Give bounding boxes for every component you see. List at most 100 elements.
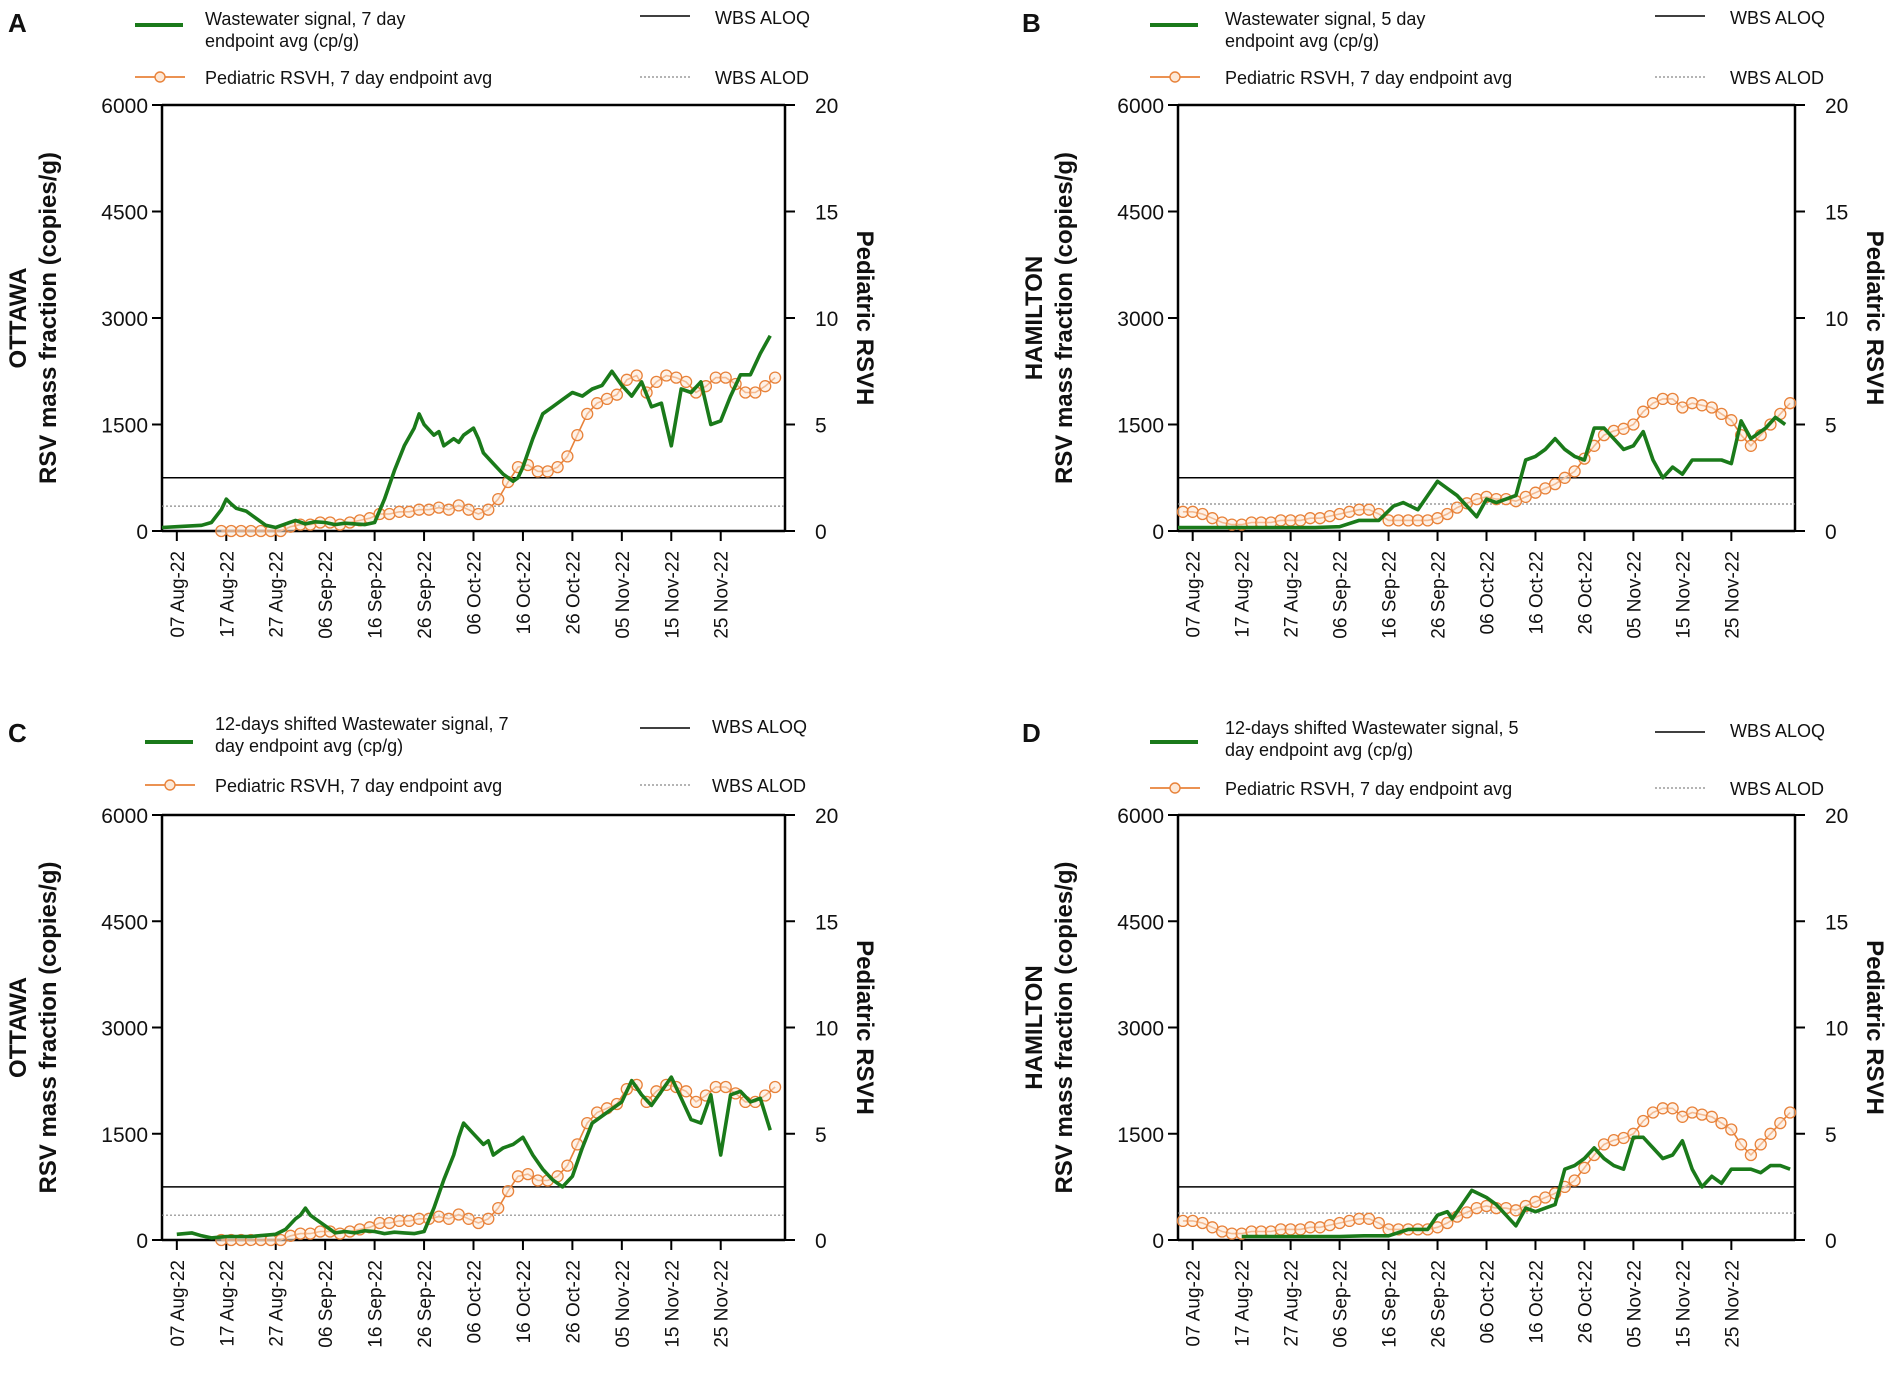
y-tick-label-right: 10: [815, 308, 838, 331]
rsvh-point: [1558, 471, 1571, 484]
y-tick-label-right: 20: [815, 95, 838, 118]
y-tick-label-right: 0: [815, 1230, 827, 1253]
y-tick-label-left: 0: [1152, 1230, 1164, 1253]
rsvh-point: [670, 371, 683, 384]
rsvh-series-line: [221, 374, 776, 532]
legend-rsvh-label: Pediatric RSVH, 7 day endpoint avg: [215, 776, 502, 796]
y-tick-label-right: 0: [1825, 521, 1837, 544]
rsvh-point: [768, 371, 782, 384]
legend-wastewater-label-line1: 12-days shifted Wastewater signal, 5: [1225, 718, 1518, 738]
y-tick-label-left: 1500: [1117, 415, 1164, 438]
rsvh-point: [1715, 1116, 1728, 1130]
y-tick-label-right: 15: [815, 911, 838, 934]
y-tick-label-left: 3000: [101, 308, 148, 331]
x-tick-label: 16 Oct-22: [514, 1260, 535, 1343]
legend-alod-label: WBS ALOD: [1730, 779, 1824, 799]
y-tick-label-right: 15: [1825, 202, 1848, 225]
rsvh-point: [403, 505, 416, 518]
rsvh-point: [610, 388, 624, 401]
y-axis-label: RSV mass fraction (copies/g): [1051, 152, 1078, 484]
y-tick-label-left: 0: [136, 1230, 148, 1253]
x-tick-label: 26 Oct-22: [1575, 551, 1596, 634]
rsvh-point: [1686, 397, 1699, 410]
x-tick-label: 05 Nov-22: [613, 1260, 634, 1348]
rsvh-point: [1441, 1216, 1454, 1230]
rsvh-series-line: [221, 1083, 776, 1241]
rsvh-point: [1725, 1123, 1738, 1136]
legend-wastewater-label-line1: Wastewater signal, 5 day: [1225, 9, 1425, 29]
wastewater-series-line: [1178, 415, 1787, 530]
legend-aloq-label: WBS ALOQ: [712, 717, 807, 737]
rsvh-point: [452, 499, 465, 512]
y-tick-label-left: 3000: [101, 1018, 148, 1041]
rsvh-point: [590, 397, 604, 410]
x-tick-label: 26 Sep-22: [415, 1260, 436, 1348]
x-tick-label: 25 Nov-22: [712, 551, 733, 639]
rsvh-point: [1705, 401, 1718, 414]
y2-axis-label: Pediatric RSVH: [851, 231, 878, 406]
rsvh-point: [1186, 505, 1199, 518]
y-tick-label-left: 3000: [1117, 308, 1164, 331]
rsvh-point: [1774, 1116, 1787, 1130]
y-tick-label-left: 6000: [101, 805, 148, 828]
y-tick-label-right: 5: [815, 1124, 827, 1147]
y-tick-label-left: 1500: [101, 1124, 148, 1147]
x-tick-label: 17 Aug-22: [217, 551, 238, 638]
legend-rsvh-swatch-marker: [164, 779, 176, 791]
rsvh-point: [383, 507, 396, 521]
rsvh-point: [482, 1212, 495, 1225]
x-tick-label: 05 Nov-22: [1624, 551, 1645, 639]
y-tick-label-left: 4500: [1117, 202, 1164, 225]
rsvh-point: [1734, 1138, 1748, 1151]
y-tick-label-right: 5: [1825, 1124, 1837, 1147]
rsvh-point: [650, 375, 663, 389]
y-axis-label: RSV mass fraction (copies/g): [1051, 861, 1078, 1193]
rsvh-point: [482, 503, 495, 516]
x-tick-label: 25 Nov-22: [1722, 551, 1743, 639]
rsvh-point: [1578, 1161, 1591, 1174]
wastewater-series-line: [176, 1075, 772, 1240]
y2-axis-label: Pediatric RSVH: [1861, 231, 1888, 406]
x-tick-label: 05 Nov-22: [613, 551, 634, 639]
y-tick-label-left: 6000: [101, 95, 148, 118]
rsvh-point: [620, 373, 633, 386]
rsvh-point: [1637, 405, 1650, 418]
y-tick-label-left: 4500: [1117, 911, 1164, 934]
x-tick-label: 16 Sep-22: [366, 551, 387, 639]
rsvh-point: [422, 503, 436, 516]
rsvh-point: [1372, 1216, 1385, 1230]
legend-wastewater-label-line2: endpoint avg (cp/g): [205, 31, 359, 51]
rsvh-series-line: [1182, 1107, 1791, 1235]
x-tick-label: 16 Sep-22: [366, 1260, 387, 1348]
y-tick-label-right: 10: [815, 1018, 838, 1041]
rsvh-point: [1744, 439, 1758, 452]
rsvh-point: [403, 1214, 416, 1228]
x-tick-label: 17 Aug-22: [1233, 1260, 1254, 1347]
rsvh-point: [749, 386, 762, 399]
y-tick-label-left: 1500: [101, 415, 148, 438]
rsvh-point: [1705, 1110, 1718, 1123]
rsvh-point: [541, 465, 554, 478]
legend-wastewater-label-line2: day endpoint avg (cp/g): [215, 736, 403, 756]
x-tick-label: 26 Oct-22: [563, 1260, 584, 1343]
y-tick-label-left: 0: [136, 521, 148, 544]
x-tick-label: 27 Aug-22: [1282, 551, 1303, 638]
rsvh-point: [1470, 1201, 1483, 1215]
y-tick-label-left: 0: [1152, 521, 1164, 544]
x-tick-label: 07 Aug-22: [1184, 1260, 1205, 1347]
y-tick-label-right: 20: [815, 805, 838, 828]
x-tick-label: 26 Sep-22: [1429, 1260, 1450, 1348]
legend-rsvh-label: Pediatric RSVH, 7 day endpoint avg: [1225, 68, 1512, 88]
y-tick-label-right: 10: [1825, 1018, 1848, 1041]
rsvh-point: [1421, 514, 1434, 527]
x-tick-label: 17 Aug-22: [217, 1260, 238, 1347]
rsvh-point: [1637, 1114, 1650, 1128]
y-tick-label-left: 1500: [1117, 1124, 1164, 1147]
legend-wastewater-label-line1: 12-days shifted Wastewater signal, 7: [215, 714, 508, 734]
rsvh-point: [1313, 512, 1327, 525]
x-tick-label: 26 Sep-22: [415, 551, 436, 639]
y-tick-label-left: 6000: [1117, 805, 1164, 828]
y2-axis-label: Pediatric RSVH: [851, 940, 878, 1115]
legend-rsvh-swatch-marker: [154, 71, 166, 83]
